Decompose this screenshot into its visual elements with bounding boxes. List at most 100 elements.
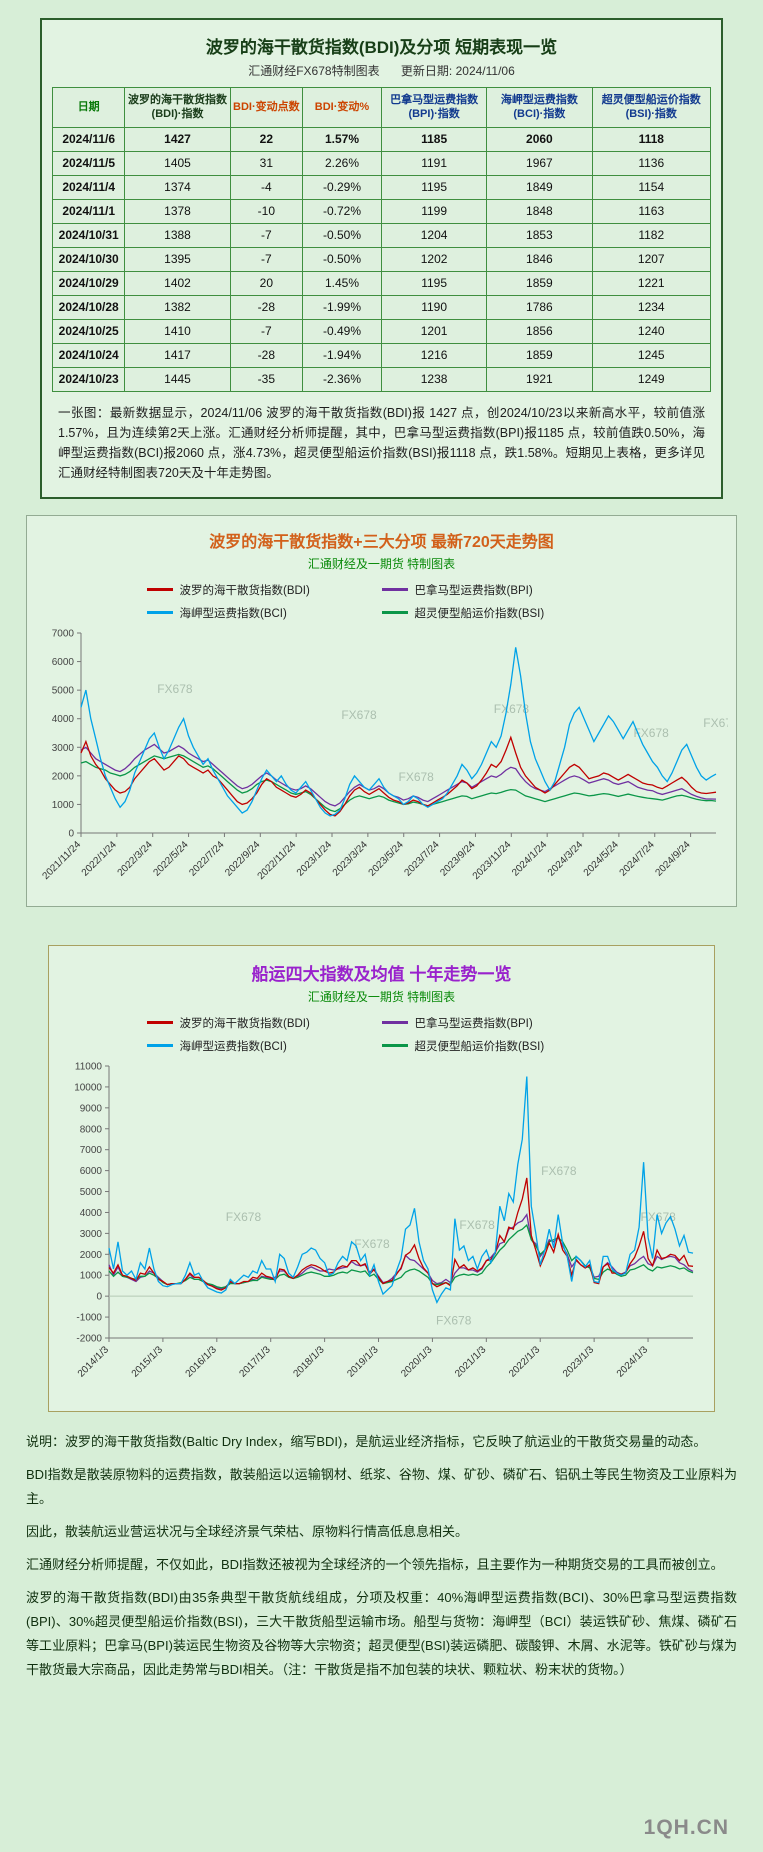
svg-text:-1000: -1000: [76, 1312, 102, 1323]
column-header-2: BDI·变动点数: [229, 87, 304, 128]
svg-text:2024/5/24: 2024/5/24: [582, 839, 622, 879]
series-line: [107, 1177, 693, 1291]
table-cell: 1374: [124, 174, 231, 200]
table-cell: 1234: [591, 294, 711, 320]
table-cell: 1786: [486, 294, 593, 320]
legend-item: 超灵便型船运价指数(BSI): [381, 1038, 617, 1054]
legend-swatch: [381, 588, 408, 592]
table-cell: 1118: [591, 126, 711, 152]
svg-text:2024/1/3: 2024/1/3: [614, 1344, 650, 1380]
table-cell: 22: [229, 126, 304, 152]
table-cell: 1202: [380, 246, 488, 272]
table-cell: -7: [229, 222, 304, 248]
table-cell: 1388: [124, 222, 231, 248]
legend-label: 海岬型运费指数(BCI): [179, 607, 287, 620]
series-line: [80, 753, 717, 812]
table-cell: 1853: [486, 222, 593, 248]
svg-text:3000: 3000: [52, 742, 75, 753]
series-line: [80, 743, 717, 807]
chart-720d-svg: FX678 FX678 FX678 FX678 FX678 FX678 0 1000 2000 3…: [40, 628, 739, 882]
legend-swatch: [381, 1021, 408, 1025]
table-cell: 1445: [124, 366, 231, 392]
svg-text:9000: 9000: [79, 1103, 102, 1114]
table-cell: 1402: [124, 270, 231, 296]
svg-text:1000: 1000: [52, 800, 75, 811]
table-cell: -7: [229, 318, 304, 344]
table-cell: -4: [229, 174, 304, 200]
table-title: 波罗的海干散货指数(BDI)及分项 短期表现一览: [205, 38, 558, 57]
page: { "page": { "background": "#d7eed7" }, "…: [0, 18, 763, 1852]
svg-text:8000: 8000: [79, 1124, 102, 1135]
chart-watermark: FX678: [459, 1218, 495, 1232]
svg-text:7000: 7000: [79, 1145, 102, 1156]
chart-watermark: FX678: [341, 708, 377, 722]
svg-text:4000: 4000: [52, 714, 75, 725]
table-subtitle: 汇通财经FX678特制图表 更新日期: 2024/11/06: [52, 62, 711, 87]
table-cell: 1182: [591, 222, 711, 248]
footer-line-2: BDI指数是散装原物料的运费指数，散装船运以运输钢材、纸浆、谷物、煤、矿砂、磷矿…: [26, 1466, 737, 1506]
table-cell: 1221: [591, 270, 711, 296]
table-row: 2024/11/4 1374 -4 -0.29% 1195 1849 1154: [51, 174, 711, 200]
table-update-date: 更新日期: 2024/11/06: [400, 64, 515, 78]
svg-text:2023/11/24: 2023/11/24: [471, 839, 514, 882]
column-header-3: BDI·变动%: [302, 87, 382, 128]
svg-text:3000: 3000: [79, 1228, 102, 1239]
svg-text:5000: 5000: [52, 685, 75, 696]
series-line: [80, 735, 717, 817]
table-cell: 2024/10/23: [51, 366, 126, 392]
svg-text:2023/1/24: 2023/1/24: [295, 839, 335, 879]
table-body: 2024/11/6 1427 22 1.57% 1185 2060 1118 2024/11/…: [51, 126, 711, 392]
table-cell: -28: [229, 342, 304, 368]
footer-line-1: 说明：波罗的海干散货指数(Baltic Dry Index，缩写BDI)，是航运…: [26, 1433, 707, 1449]
table-cell: 1245: [591, 342, 711, 368]
table-cell: -2.36%: [302, 366, 382, 392]
table-cell: 1921: [486, 366, 593, 392]
chart-watermark: FX678: [157, 682, 193, 696]
table-row: 2024/10/23 1445 -35 -2.36% 1238 1921 1249: [51, 366, 711, 392]
table-cell: 1846: [486, 246, 593, 272]
column-header-1: 波罗的海干散货指数(BDI)·指数: [124, 87, 231, 128]
svg-text:0: 0: [96, 1291, 102, 1302]
svg-text:2022/5/24: 2022/5/24: [151, 839, 191, 879]
legend-label: 巴拿马型运费指数(BPI): [414, 1017, 533, 1030]
table-cell: 1849: [486, 174, 593, 200]
chart-watermark: FX678: [541, 1163, 577, 1177]
chart-watermark: FX678: [436, 1313, 472, 1327]
chart2-subtitle: 汇通财经及一期货 特制图表: [307, 989, 456, 1004]
table-cell: 2024/10/31: [51, 222, 126, 248]
chart1-legend: 波罗的海干散货指数(BDI) 巴拿马型运费指数(BPI) 海岬型运费指数(BCI) 超…: [146, 582, 617, 621]
svg-text:10000: 10000: [74, 1082, 102, 1093]
legend-label: 超灵便型船运价指数(BSI): [414, 607, 545, 620]
svg-text:2023/3/24: 2023/3/24: [331, 839, 371, 879]
footer-line-4: 汇通财经分析师提醒，不仅如此，BDI指数还被视为全球经济的一个领先指标，且主要作…: [26, 1556, 724, 1572]
table-cell: 1249: [591, 366, 711, 392]
table-cell: 1185: [380, 126, 488, 152]
table-cell: -10: [229, 198, 304, 224]
chart-10y-panel: 船运四大指数及均值 十年走势一览 汇通财经及一期货 特制图表 波罗的海干散货指数…: [48, 944, 715, 1412]
chart2-title: 船运四大指数及均值 十年走势一览: [251, 964, 512, 984]
svg-text:2016/1/3: 2016/1/3: [183, 1344, 219, 1380]
table-cell: 1.45%: [302, 270, 382, 296]
table-cell: 31: [229, 150, 304, 176]
table-cell: 2024/10/28: [51, 294, 126, 320]
svg-text:11000: 11000: [74, 1061, 102, 1072]
svg-text:2023/1/3: 2023/1/3: [560, 1344, 596, 1380]
table-cell: 1240: [591, 318, 711, 344]
table-cell: -0.72%: [302, 198, 382, 224]
table-cell: 1136: [591, 150, 711, 176]
table-cell: 1856: [486, 318, 593, 344]
table-cell: 1848: [486, 198, 593, 224]
table-cell: 2024/11/1: [51, 198, 126, 224]
svg-text:2023/7/24: 2023/7/24: [402, 839, 442, 879]
table-cell: -35: [229, 366, 304, 392]
legend-swatch: [146, 1021, 173, 1025]
legend-item: 海岬型运费指数(BCI): [146, 1038, 382, 1054]
legend-swatch: [146, 611, 173, 615]
chart-watermark: FX678: [354, 1237, 390, 1251]
table-cell: 1201: [380, 318, 488, 344]
series-line: [107, 1076, 693, 1304]
table-row: 2024/10/29 1402 20 1.45% 1195 1859 1221: [51, 270, 711, 296]
table-cell: 1204: [380, 222, 488, 248]
column-header-4: 巴拿马型运费指数(BPI)·指数: [380, 87, 488, 128]
svg-text:2022/1/24: 2022/1/24: [80, 839, 120, 879]
